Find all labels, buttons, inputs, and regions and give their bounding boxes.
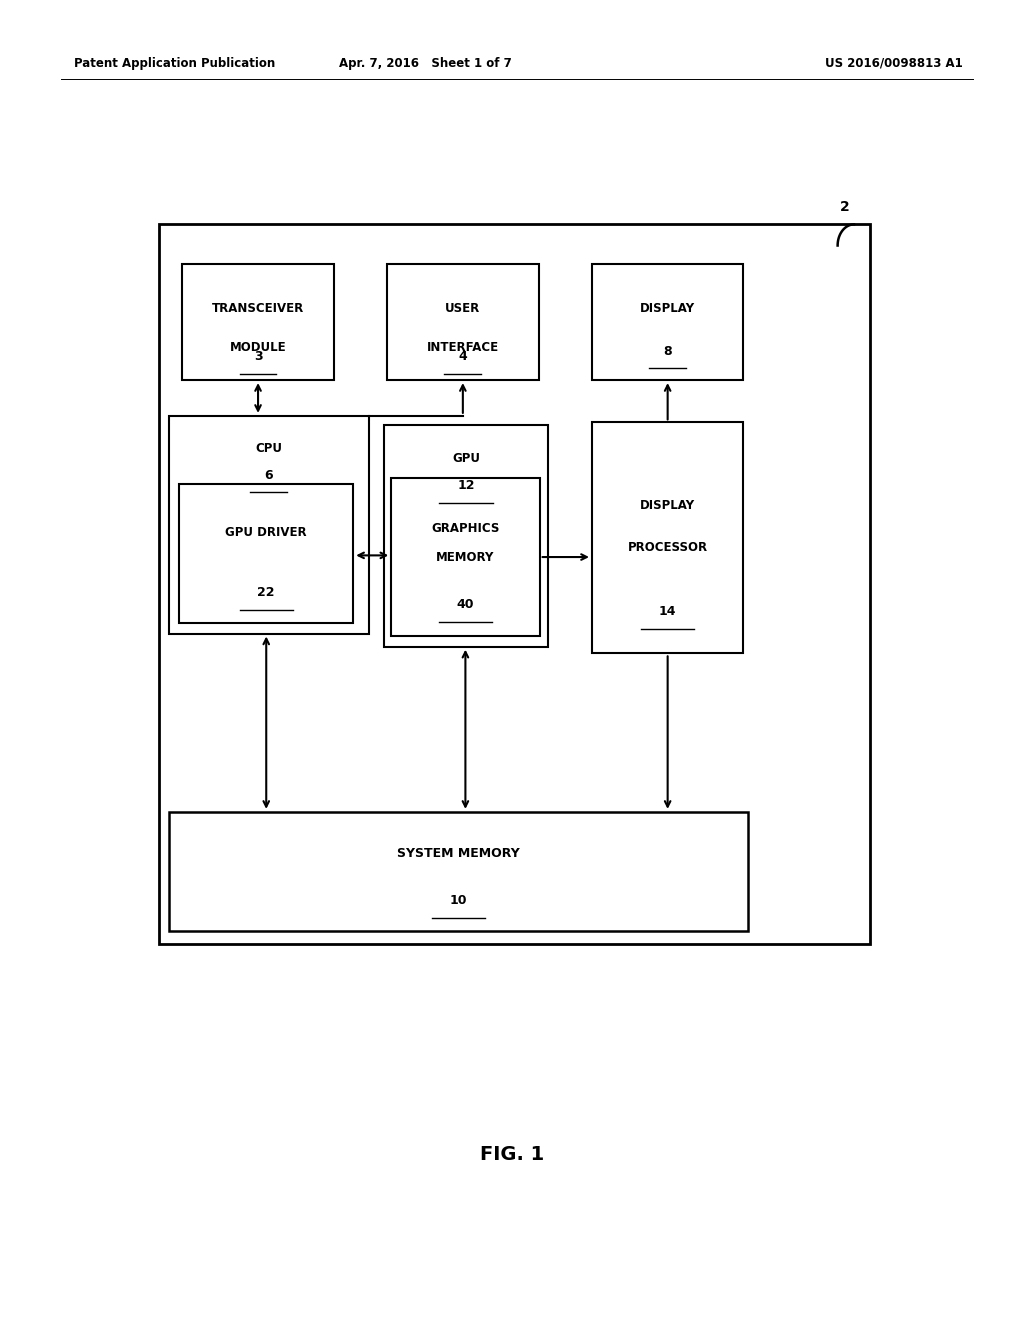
Text: MEMORY: MEMORY <box>436 550 495 564</box>
Bar <box>384 425 548 647</box>
Text: FIG. 1: FIG. 1 <box>480 1146 544 1164</box>
Text: GPU DRIVER: GPU DRIVER <box>225 527 307 540</box>
Text: CPU: CPU <box>255 442 283 455</box>
Bar <box>182 264 334 380</box>
Text: PROCESSOR: PROCESSOR <box>628 541 708 553</box>
Text: Patent Application Publication: Patent Application Publication <box>74 57 275 70</box>
Text: GPU: GPU <box>452 451 480 465</box>
Text: DISPLAY: DISPLAY <box>640 499 695 512</box>
Text: SYSTEM MEMORY: SYSTEM MEMORY <box>397 847 519 859</box>
Text: DISPLAY: DISPLAY <box>640 302 695 314</box>
Bar <box>592 422 743 653</box>
Text: USER: USER <box>445 302 480 314</box>
Bar <box>387 264 539 380</box>
Bar <box>159 224 870 944</box>
Bar <box>391 478 540 636</box>
Text: Apr. 7, 2016   Sheet 1 of 7: Apr. 7, 2016 Sheet 1 of 7 <box>339 57 511 70</box>
Text: 22: 22 <box>257 586 275 599</box>
Text: GRAPHICS: GRAPHICS <box>431 521 500 535</box>
Text: 2: 2 <box>840 199 850 214</box>
Text: US 2016/0098813 A1: US 2016/0098813 A1 <box>824 57 963 70</box>
Text: TRANSCEIVER: TRANSCEIVER <box>212 302 304 314</box>
Bar <box>169 416 369 634</box>
Bar <box>169 812 748 931</box>
Text: 10: 10 <box>450 895 467 907</box>
Text: MODULE: MODULE <box>229 342 287 354</box>
Text: 6: 6 <box>264 469 273 482</box>
Text: 40: 40 <box>457 598 474 611</box>
Text: 3: 3 <box>254 350 262 363</box>
Text: 14: 14 <box>658 606 677 618</box>
Text: INTERFACE: INTERFACE <box>427 342 499 354</box>
Text: 8: 8 <box>664 345 672 358</box>
Text: 12: 12 <box>457 479 475 492</box>
Text: 4: 4 <box>459 350 467 363</box>
Bar <box>179 484 353 623</box>
Bar <box>592 264 743 380</box>
